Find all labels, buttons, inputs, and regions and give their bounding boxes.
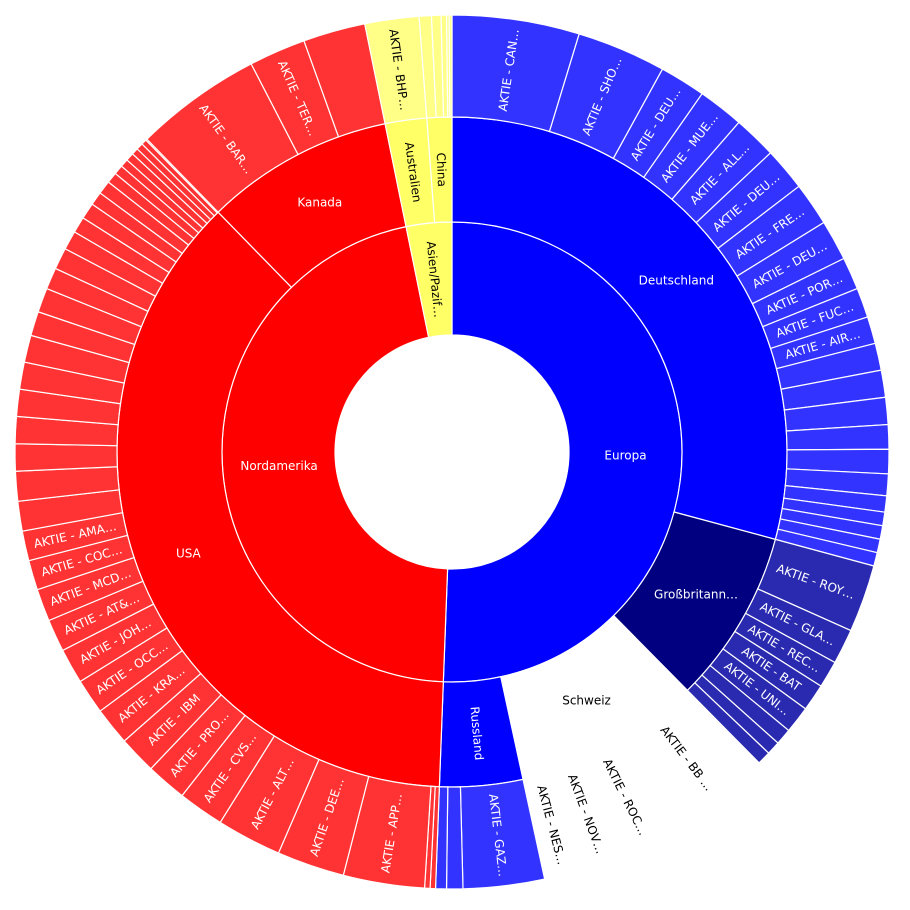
continent-label-europa: Europa: [604, 448, 646, 462]
continent-label-nordamerika: Nordamerika: [240, 459, 317, 473]
chart-segments: [14, 14, 890, 890]
country-label-deutschland: Deutschland: [639, 273, 714, 287]
country-label-china: China: [434, 152, 449, 187]
position-segment-usa-position-18[interactable]: [14, 443, 118, 472]
position-segment-russland-position-2[interactable]: [445, 786, 464, 890]
country-label-russland: Russland: [467, 706, 486, 761]
country-label-großbritann: Großbritann…: [654, 587, 738, 601]
country-label-usa: USA: [176, 547, 202, 561]
country-label-kanada: Kanada: [297, 195, 342, 209]
country-label-schweiz: Schweiz: [562, 693, 611, 707]
position-segment-china-position-5[interactable]: [448, 14, 453, 118]
